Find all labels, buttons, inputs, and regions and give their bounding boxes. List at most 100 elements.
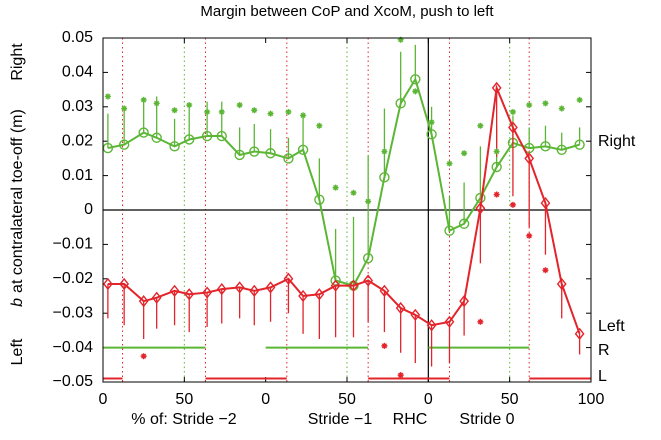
marker [493,191,500,198]
marker [265,148,276,159]
marker [234,149,245,161]
marker [151,132,162,143]
series-line [107,84,581,335]
marker [542,100,549,107]
x-label: Stride 0 [459,411,514,428]
marker [395,98,406,109]
marker [461,150,468,157]
x-tick-label: 0 [261,391,270,408]
marker [297,144,309,156]
marker [574,327,585,340]
marker [265,281,276,294]
marker [118,139,130,150]
marker [186,102,193,109]
marker [542,267,549,274]
marker [558,105,565,112]
marker [363,274,374,287]
marker [171,107,178,114]
marker [477,122,484,129]
marker [153,100,160,107]
marker [365,198,372,205]
x-label: Stride −1 [308,411,373,428]
marker [236,102,243,109]
marker [412,88,419,95]
marker [332,184,339,191]
marker [526,102,533,109]
marker [314,194,325,205]
marker [249,146,260,157]
y-tick-label: 0.05 [62,29,93,46]
marker [300,112,307,119]
marker [104,93,111,100]
marker [283,272,294,285]
y-tick-label: 0.03 [62,98,93,115]
marker [379,284,390,297]
marker [475,202,486,215]
marker [379,172,390,183]
x-label: RHC [393,411,428,428]
marker [540,141,551,152]
marker [216,282,227,296]
marker [509,201,516,208]
marker [556,277,567,291]
y-tick-label: −0.05 [53,373,94,390]
marker [410,74,421,85]
y-tick-label: −0.01 [53,236,94,253]
marker [509,108,516,115]
marker [426,319,437,332]
marker [540,196,551,210]
marker [283,153,294,164]
marker [459,295,470,308]
marker [458,218,470,229]
marker [251,107,258,114]
marker [138,295,149,308]
marker [298,289,308,303]
y-tick-label: −0.04 [53,339,94,356]
y-label: b at contralateral toe-off (m) [9,109,26,307]
marker [140,353,147,360]
marker [184,134,195,145]
y-label-left: Left [9,338,26,365]
y-tick-label: 0.01 [62,167,93,184]
marker [140,96,147,103]
marker [381,148,388,155]
marker [576,96,583,103]
marker [491,161,502,173]
marker [426,129,437,140]
marker [493,148,500,155]
marker [216,130,227,142]
marker [524,152,535,165]
x-tick-label: 0 [99,391,108,408]
plot-frame [102,37,592,383]
marker [491,81,502,95]
y-label-right: Right [9,43,26,81]
annotation: R [598,342,610,359]
marker [267,110,274,117]
marker [330,279,341,292]
marker [119,277,130,291]
marker [410,308,421,322]
y-tick-label: −0.03 [53,304,94,321]
marker [508,121,518,134]
marker [446,160,453,167]
marker [381,342,388,349]
marker [138,127,149,138]
marker [184,288,195,301]
marker [234,281,245,294]
marker [477,318,484,325]
marker [362,252,374,264]
marker [204,108,211,115]
marker [444,315,455,328]
marker [121,105,128,112]
y-tick-label: 0.02 [62,132,93,149]
chart-title: Margin between CoP and XcoM, push to lef… [200,3,494,20]
marker [350,189,357,196]
annotation: Left [598,318,625,335]
marker [169,284,180,297]
marker [314,288,325,301]
y-tick-label: 0 [84,201,93,218]
y-tick-label: 0.04 [62,64,93,81]
marker [397,372,404,379]
marker [556,144,567,156]
marker [395,301,406,315]
